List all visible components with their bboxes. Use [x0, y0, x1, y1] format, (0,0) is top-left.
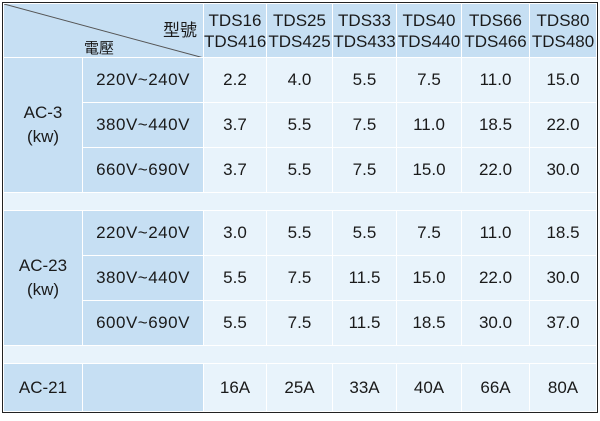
- model-name: TDS66: [469, 10, 522, 30]
- value-cell: 3.0: [203, 210, 267, 256]
- value-cell: 5.5: [266, 210, 333, 256]
- value-cell: 5.5: [266, 147, 333, 193]
- value-cell: 3.7: [203, 147, 267, 193]
- voltage-cell: 380V~440V: [82, 255, 204, 301]
- model-variant: TDS440: [397, 31, 461, 51]
- spacer-row: [3, 345, 597, 364]
- value-cell: 30.0: [529, 147, 597, 193]
- value-cell: 22.0: [461, 147, 530, 193]
- table-row: 600V~690V 5.5 7.5 11.5 18.5 30.0 37.0: [4, 300, 597, 346]
- model-header-tds40: TDS40 TDS440: [396, 3, 462, 58]
- model-header-tds33: TDS33 TDS433: [332, 3, 397, 58]
- model-variant: TDS466: [464, 31, 527, 51]
- value-cell: 18.5: [529, 210, 597, 256]
- value-cell: 15.0: [396, 255, 462, 301]
- value-cell: 5.5: [332, 210, 397, 256]
- model-header-tds16: TDS16 TDS416: [203, 3, 267, 58]
- value-cell: 25A: [266, 363, 333, 412]
- model-header-tds80: TDS80 TDS480: [529, 3, 597, 58]
- value-cell: 11.0: [461, 57, 530, 103]
- category-unit: (kw): [26, 127, 60, 146]
- value-cell: 3.7: [203, 102, 267, 148]
- model-variant: TDS480: [531, 31, 595, 51]
- spacer-cell: [3, 345, 597, 364]
- voltage-cell: 660V~690V: [82, 147, 204, 193]
- model-header-tds25: TDS25 TDS425: [266, 3, 333, 58]
- category-ac23: AC-23 (kw): [3, 210, 83, 346]
- value-cell: 15.0: [529, 57, 597, 103]
- voltage-cell: 220V~240V: [82, 210, 204, 256]
- model-name: TDS80: [536, 10, 590, 30]
- value-cell: 4.0: [266, 57, 333, 103]
- model-variant: TDS416: [204, 31, 267, 51]
- value-cell: 40A: [396, 363, 462, 412]
- category-name: AC-23: [18, 256, 68, 275]
- value-cell: 11.5: [332, 300, 397, 346]
- value-cell: 5.5: [203, 300, 267, 346]
- model-axis-label: 型號: [163, 21, 197, 40]
- value-cell: 11.0: [461, 210, 530, 256]
- value-cell: 2.2: [203, 57, 267, 103]
- category-unit: (kw): [26, 280, 60, 299]
- value-cell: 5.5: [203, 255, 267, 301]
- value-cell: 18.5: [396, 300, 462, 346]
- value-cell: 7.5: [266, 300, 333, 346]
- model-header-tds66: TDS66 TDS466: [461, 3, 530, 58]
- header-corner-cell: 型號 電壓: [3, 3, 204, 58]
- voltage-cell: 380V~440V: [82, 102, 204, 148]
- value-cell: 22.0: [529, 102, 597, 148]
- voltage-cell: 220V~240V: [82, 57, 204, 103]
- category-name: AC-3: [23, 103, 63, 122]
- diagonal-divider: [4, 4, 201, 57]
- spacer-cell: [3, 192, 597, 211]
- value-cell: 15.0: [396, 147, 462, 193]
- model-name: TDS40: [402, 10, 456, 30]
- value-cell: 7.5: [266, 255, 333, 301]
- table-row: 380V~440V 3.7 5.5 7.5 11.0 18.5 22.0: [4, 102, 597, 148]
- table-row: AC-21 16A 25A 33A 40A 66A 80A: [3, 363, 597, 412]
- table-row: AC-3 (kw) 220V~240V 2.2 4.0 5.5 7.5 11.0 …: [3, 57, 597, 193]
- value-cell: 30.0: [461, 300, 530, 346]
- value-cell: 5.5: [332, 57, 397, 103]
- value-cell: 7.5: [332, 102, 397, 148]
- value-cell: 7.5: [332, 147, 397, 193]
- model-variant: TDS425: [268, 31, 331, 51]
- model-name: TDS25: [273, 10, 326, 30]
- value-cell: 16A: [203, 363, 267, 412]
- value-cell: 7.5: [396, 57, 462, 103]
- value-cell: 18.5: [461, 102, 530, 148]
- model-name: TDS33: [338, 10, 391, 30]
- model-name: TDS16: [208, 10, 262, 30]
- table-row: AC-23 (kw) 220V~240V 3.0 5.5 5.5 7.5 11.0…: [3, 210, 597, 346]
- value-cell: 11.5: [332, 255, 397, 301]
- table-row: 660V~690V 3.7 5.5 7.5 15.0 22.0 30.0: [4, 147, 597, 193]
- voltage-axis-label: 電壓: [84, 40, 115, 57]
- value-cell: 7.5: [396, 210, 462, 256]
- value-cell: 30.0: [529, 255, 597, 301]
- value-cell: 66A: [461, 363, 530, 412]
- spacer-row: [3, 192, 597, 211]
- category-ac3: AC-3 (kw): [3, 57, 83, 193]
- value-cell: 33A: [332, 363, 397, 412]
- voltage-cell: [82, 363, 204, 412]
- header-row: 型號 電壓 TDS16 TDS416 TDS25 TDS425 TDS33 TDS43…: [3, 3, 597, 58]
- value-cell: 80A: [529, 363, 597, 412]
- model-variant: TDS433: [333, 31, 396, 51]
- category-ac21: AC-21: [3, 363, 83, 412]
- voltage-cell: 600V~690V: [82, 300, 204, 346]
- value-cell: 37.0: [529, 300, 597, 346]
- table-row: 380V~440V 5.5 7.5 11.5 15.0 22.0 30.0: [4, 255, 597, 301]
- value-cell: 22.0: [461, 255, 530, 301]
- value-cell: 5.5: [266, 102, 333, 148]
- value-cell: 11.0: [396, 102, 462, 148]
- ratings-table: 型號 電壓 TDS16 TDS416 TDS25 TDS425 TDS33 TDS43…: [2, 2, 598, 413]
